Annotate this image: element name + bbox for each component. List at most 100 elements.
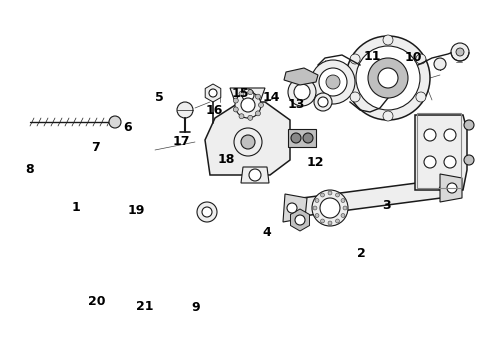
Text: 19: 19 <box>127 204 144 217</box>
Circle shape <box>242 89 253 101</box>
Ellipse shape <box>438 184 456 192</box>
Polygon shape <box>241 167 268 183</box>
Text: 1: 1 <box>71 201 80 213</box>
Circle shape <box>325 75 339 89</box>
Circle shape <box>342 206 346 210</box>
Ellipse shape <box>285 204 304 212</box>
Text: 17: 17 <box>172 135 189 148</box>
Text: 6: 6 <box>122 121 131 134</box>
Circle shape <box>248 169 261 181</box>
Circle shape <box>287 78 315 106</box>
Circle shape <box>258 103 263 108</box>
Circle shape <box>346 36 429 120</box>
Circle shape <box>319 198 339 218</box>
Circle shape <box>382 111 392 121</box>
Circle shape <box>109 116 121 128</box>
Text: 15: 15 <box>231 87 249 100</box>
Circle shape <box>255 111 260 116</box>
Circle shape <box>312 206 316 210</box>
Circle shape <box>303 133 312 143</box>
Circle shape <box>335 219 339 223</box>
Text: 8: 8 <box>25 163 34 176</box>
Text: 2: 2 <box>357 247 366 260</box>
Circle shape <box>241 135 254 149</box>
Polygon shape <box>284 68 317 85</box>
Circle shape <box>233 107 238 112</box>
Circle shape <box>463 120 473 130</box>
Circle shape <box>233 98 238 103</box>
Circle shape <box>293 84 309 100</box>
Polygon shape <box>290 209 309 231</box>
Circle shape <box>286 203 296 213</box>
Circle shape <box>235 92 261 118</box>
Circle shape <box>423 129 435 141</box>
Circle shape <box>290 133 301 143</box>
Circle shape <box>234 128 262 156</box>
Circle shape <box>349 92 359 102</box>
Text: 21: 21 <box>135 300 153 313</box>
Text: 18: 18 <box>217 153 234 166</box>
Text: 12: 12 <box>306 156 324 169</box>
Circle shape <box>367 58 407 98</box>
Circle shape <box>313 93 331 111</box>
Circle shape <box>382 35 392 45</box>
Circle shape <box>320 219 324 223</box>
Text: 16: 16 <box>205 104 223 117</box>
Circle shape <box>314 198 318 202</box>
Text: 4: 4 <box>262 226 270 239</box>
Circle shape <box>455 48 463 56</box>
Circle shape <box>310 60 354 104</box>
Circle shape <box>415 92 425 102</box>
Polygon shape <box>414 115 466 190</box>
Circle shape <box>239 114 244 119</box>
Circle shape <box>443 156 455 168</box>
Circle shape <box>177 102 193 118</box>
Circle shape <box>247 90 252 95</box>
Polygon shape <box>204 102 289 175</box>
Bar <box>287 129 315 147</box>
Circle shape <box>255 94 260 99</box>
Circle shape <box>446 183 456 193</box>
Circle shape <box>423 156 435 168</box>
Circle shape <box>314 213 318 217</box>
Text: 3: 3 <box>381 199 390 212</box>
Text: 5: 5 <box>154 91 163 104</box>
Polygon shape <box>229 88 264 102</box>
Circle shape <box>318 68 346 96</box>
Circle shape <box>247 115 252 120</box>
Text: 7: 7 <box>91 141 100 154</box>
Polygon shape <box>283 194 306 222</box>
Circle shape <box>355 46 419 110</box>
Polygon shape <box>439 174 461 202</box>
Circle shape <box>197 202 217 222</box>
Text: 20: 20 <box>88 295 105 308</box>
Circle shape <box>320 193 324 197</box>
Polygon shape <box>293 179 448 217</box>
Circle shape <box>377 68 397 88</box>
Circle shape <box>349 54 359 64</box>
Text: 14: 14 <box>262 91 280 104</box>
Text: 10: 10 <box>404 51 421 64</box>
Circle shape <box>317 97 327 107</box>
Text: 13: 13 <box>286 98 304 111</box>
Circle shape <box>415 54 425 64</box>
Circle shape <box>340 213 345 217</box>
Bar <box>416 113 460 188</box>
Circle shape <box>340 198 345 202</box>
Text: 11: 11 <box>363 50 381 63</box>
Circle shape <box>463 155 473 165</box>
Circle shape <box>208 89 217 97</box>
Circle shape <box>294 215 305 225</box>
Circle shape <box>335 193 339 197</box>
Circle shape <box>433 58 445 70</box>
Circle shape <box>327 191 331 195</box>
Circle shape <box>239 91 244 96</box>
Circle shape <box>202 207 212 217</box>
Circle shape <box>450 43 468 61</box>
Circle shape <box>327 221 331 225</box>
Circle shape <box>443 129 455 141</box>
Text: 9: 9 <box>191 301 200 314</box>
Circle shape <box>241 98 254 112</box>
Polygon shape <box>205 84 221 102</box>
Circle shape <box>311 190 347 226</box>
